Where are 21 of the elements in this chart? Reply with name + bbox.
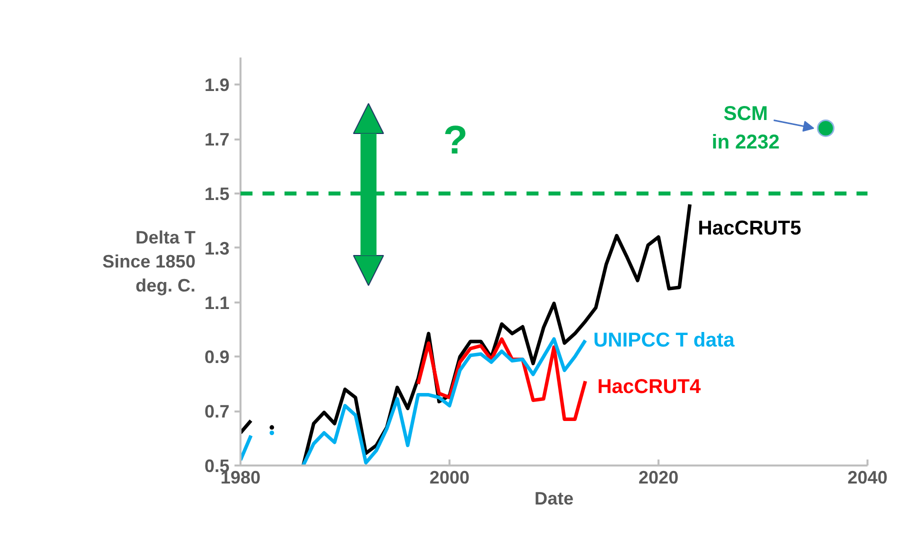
- line-series: [416, 337, 588, 422]
- point: [816, 119, 834, 137]
- y-tick-label: 0.7: [204, 402, 230, 422]
- y-tick-label: 1.1: [204, 292, 230, 313]
- annotation: SCM in 2232: [712, 102, 780, 154]
- point: [270, 430, 274, 436]
- x-tick-label: 2020: [638, 468, 679, 488]
- y-tick-label: 1.9: [204, 75, 230, 96]
- point: [270, 425, 274, 430]
- x-tick-label: 2040: [847, 468, 888, 488]
- y-tick-label: 0.9: [204, 347, 230, 368]
- series-label: HacCRUT5: [698, 217, 802, 240]
- annotation: ?: [443, 118, 468, 162]
- x-axis-title: Date: [534, 488, 574, 508]
- y-tick-label: 1.7: [204, 130, 230, 150]
- series-label: UNIPCC T data: [593, 329, 736, 352]
- y-tick-label: 1.3: [204, 238, 230, 258]
- series-label: HacCRUT4: [597, 376, 702, 398]
- y-axis-title: Delta T Since 1850 deg. C.: [102, 228, 196, 296]
- y-tick-label: 1.5: [204, 184, 230, 204]
- x-tick-label: 2000: [429, 468, 470, 488]
